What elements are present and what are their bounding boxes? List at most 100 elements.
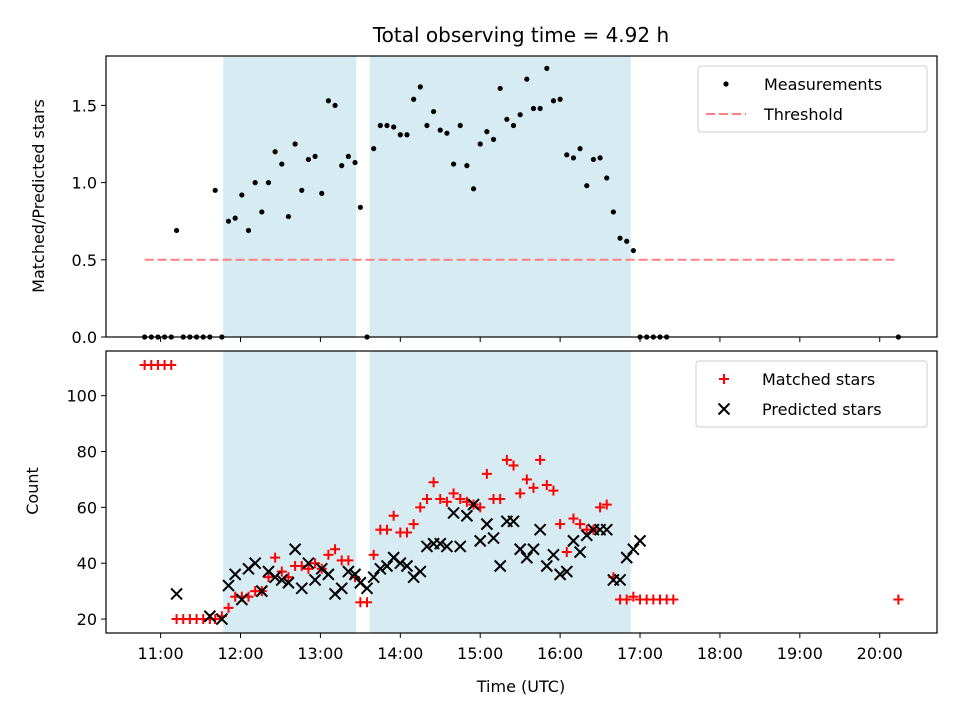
predicted-star-point [434, 537, 447, 550]
predicted-star-point [467, 498, 480, 511]
matched-star-point [263, 572, 274, 583]
bottom-y-tick-label: 100 [66, 387, 97, 406]
predicted-star-point [493, 559, 507, 573]
measurement-point [265, 180, 272, 186]
predicted-star-point [275, 573, 288, 587]
predicted-star-marker-b [507, 515, 520, 528]
measurement-point [225, 218, 232, 224]
predicted-star-marker-b [454, 540, 467, 553]
predicted-star-marker-b [315, 562, 328, 575]
measurement-point [173, 227, 180, 234]
matched-star-point [381, 524, 392, 535]
predicted-star-point [222, 579, 235, 592]
top-axes-frame [105, 55, 938, 338]
measurement-point [357, 204, 363, 210]
predicted-star-marker-b [235, 593, 249, 606]
matched-star-point [535, 454, 546, 465]
predicted-star-marker-b [527, 543, 540, 556]
matched-star-point [415, 502, 426, 513]
predicted-star-point [215, 612, 229, 626]
measurement-point [510, 122, 517, 129]
predicted-star-marker-b [295, 582, 308, 595]
matched-star-point [495, 493, 506, 504]
predicted-star-marker-b [380, 559, 394, 573]
measurement-point [332, 102, 338, 109]
measurement-point [312, 153, 318, 159]
bottom-y-axis-label: Count [23, 467, 42, 515]
measurement-point [470, 186, 477, 192]
measurement-point [245, 227, 252, 234]
predicted-star-marker-b [170, 587, 183, 601]
legend-label: Matched stars [762, 370, 875, 389]
matched-star-point [455, 493, 466, 504]
measurement-point [524, 76, 530, 82]
matched-star-point [481, 468, 492, 479]
matched-star-point [223, 602, 234, 613]
measurement-point [544, 65, 550, 71]
top-y-tick-label: 1.5 [72, 96, 97, 115]
predicted-star-marker-b [513, 543, 527, 556]
measurement-point [252, 180, 258, 186]
x-axis-label: Time (UTC) [476, 677, 565, 696]
predicted-star-point [170, 587, 183, 601]
measurement-point [345, 153, 351, 159]
predicted-star-marker-b [547, 548, 560, 562]
measurement-point [424, 122, 430, 129]
measurement-point [285, 213, 292, 220]
predicted-star-point [567, 534, 580, 548]
predicted-star-marker-b [203, 610, 217, 623]
predicted-star-point [440, 540, 454, 553]
measurement-point [457, 122, 463, 129]
matched-star-point [166, 359, 177, 370]
matched-star-point [548, 485, 559, 496]
x-tick-label: 11:00 [138, 644, 184, 663]
predicted-star-point [374, 562, 387, 575]
predicted-star-marker-b [447, 506, 460, 520]
x-tick-label: 15:00 [457, 644, 503, 663]
predicted-star-point [248, 556, 262, 570]
predicted-star-point [487, 531, 500, 545]
predicted-star-marker-b [348, 568, 362, 581]
measurement-point [444, 130, 450, 136]
measurement-point [564, 152, 570, 158]
matched-star-point [561, 547, 572, 558]
predicted-star-point [447, 506, 460, 520]
measurement-point [319, 190, 325, 197]
predicted-star-marker-b [420, 540, 434, 553]
matched-star-point [508, 460, 519, 471]
measurement-point [490, 136, 497, 142]
matched-star-point [541, 480, 552, 491]
measurement-point [577, 146, 583, 152]
matched-star-point [310, 558, 321, 569]
bottom-y-tick-label: 20 [77, 610, 97, 629]
matched-star-point [343, 555, 354, 566]
predicted-star-point [322, 568, 335, 581]
predicted-star-marker-b [394, 556, 407, 570]
measurement-point [624, 238, 630, 244]
predicted-star-marker-b [400, 559, 414, 573]
matched-star-point [388, 510, 399, 521]
bottom-legend-box [695, 360, 928, 428]
predicted-star-marker-b [480, 517, 494, 531]
predicted-star-point [235, 593, 249, 606]
measurement-point [584, 183, 590, 189]
predicted-star-point [573, 545, 587, 559]
predicted-star-marker-b [474, 534, 487, 548]
bottom-observing-interval [223, 351, 357, 633]
measurement-point [417, 84, 423, 90]
predicted-star-point [600, 523, 613, 536]
measurement-point [404, 132, 410, 138]
top-legend: Measurements Threshold [697, 65, 928, 133]
x-tick-label: 20:00 [857, 644, 903, 663]
predicted-star-point [288, 543, 302, 556]
top-observing-interval [223, 56, 357, 337]
x-tick-label: 16:00 [537, 644, 583, 663]
measurement-point [259, 209, 265, 215]
matched-star-point [575, 519, 586, 530]
predicted-star-point [203, 610, 217, 623]
top-y-tick-label: 0.5 [72, 251, 97, 270]
measurement-point [537, 105, 543, 112]
predicted-star-marker-b [440, 540, 454, 553]
top-legend-box [697, 65, 928, 133]
predicted-star-marker-b [627, 543, 640, 556]
